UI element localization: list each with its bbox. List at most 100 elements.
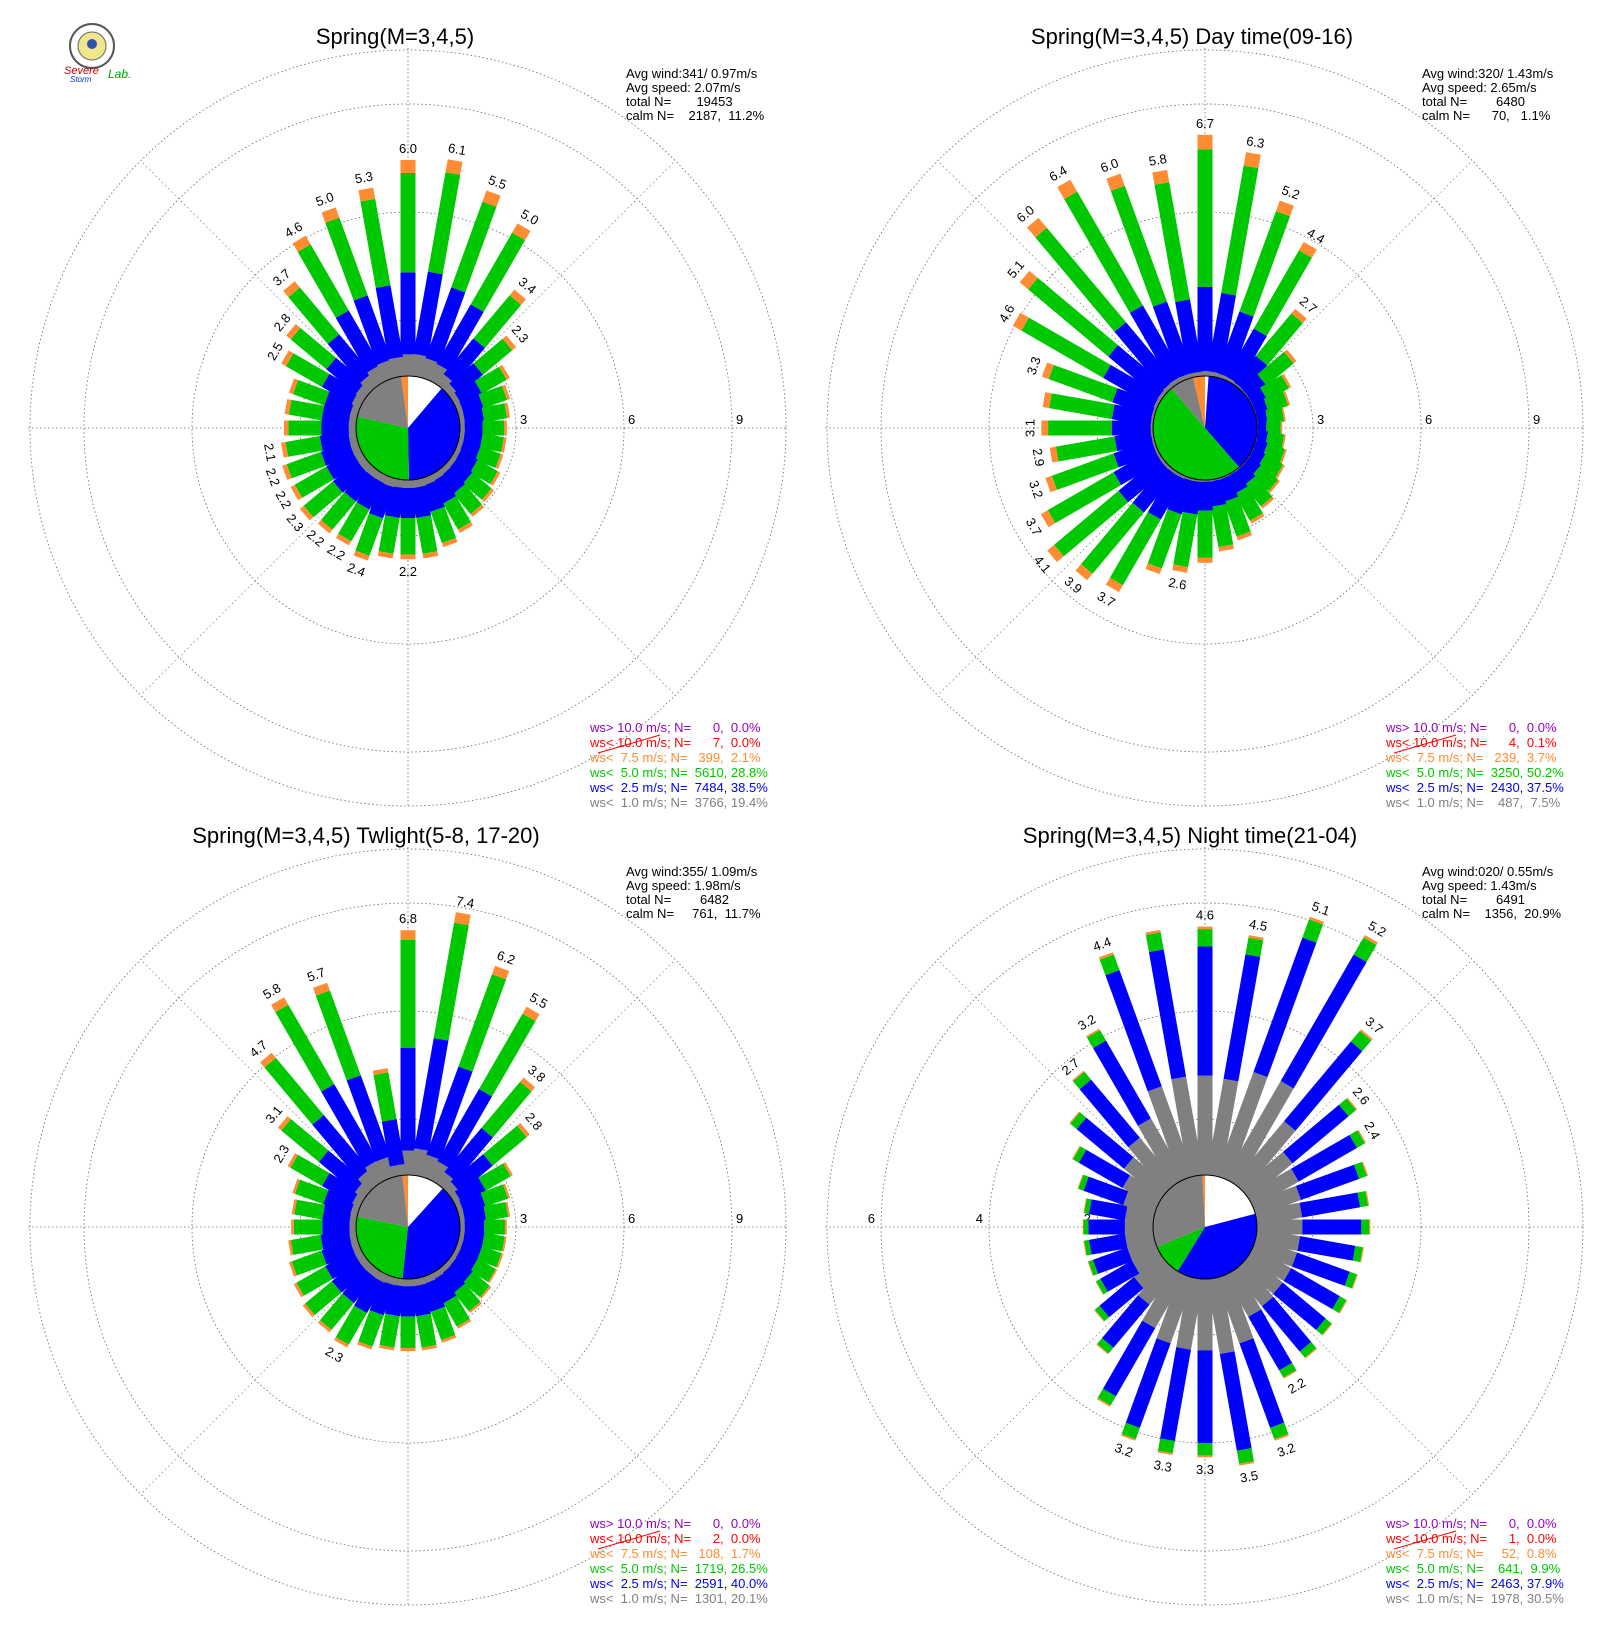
bar-segment-lt7_5 [1197, 557, 1213, 563]
bar-value-label: 6.1 [447, 140, 467, 158]
bar-segment-lt2_5 [454, 1177, 486, 1205]
bar-segment-lt5 [293, 1219, 323, 1235]
bar-segment-lt7_5 [1042, 392, 1052, 409]
bar-segment-lt7_5 [503, 1162, 513, 1177]
bar-segment-lt5 [1316, 1318, 1332, 1335]
bar-segment-lt2_5 [368, 482, 395, 519]
bar-segment-lt2_5 [321, 1172, 360, 1204]
bar-segment-lt5 [275, 1004, 335, 1092]
bar-segment-lt2_5 [325, 1250, 361, 1280]
bar-segment-lt2_5 [1197, 1350, 1213, 1443]
panel-title: Spring(M=3,4,5) [316, 24, 474, 49]
bar-dir-330 [271, 997, 389, 1186]
bar-value-label: 2.8 [271, 311, 294, 334]
bar-segment-lt7_5 [1281, 406, 1286, 422]
bar-dir-330 [1086, 1028, 1186, 1186]
bar-segment-lt2_5 [1125, 1338, 1171, 1428]
bar-value-label: 5.2 [1366, 918, 1389, 940]
bar-value-label: 3.3 [1024, 355, 1044, 377]
bar-value-label: 2.3 [270, 1142, 292, 1165]
bar-value-label: 3.8 [525, 1062, 548, 1085]
bar-value-label: 3.5 [1239, 1468, 1259, 1486]
bar-segment-lt7_5 [1096, 1343, 1109, 1355]
bar-segment-lt7_5 [1095, 1281, 1104, 1295]
bar-value-label: 2.3 [323, 1344, 346, 1366]
panel-title: Spring(M=3,4,5) Night time(21-04) [1023, 823, 1357, 848]
bar-segment-lt2_5 [439, 467, 465, 494]
bar-value-label: 6.3 [1245, 133, 1265, 151]
bar-value-label: 3.1 [262, 1103, 285, 1126]
bar-segment-lt2_5 [1226, 328, 1267, 384]
bar-dir-0 [1197, 134, 1213, 376]
stat-line: Avg speed: 1.98m/s [626, 878, 741, 893]
bar-segment-lt7_5 [488, 1268, 498, 1283]
bar-segment-lt2_5 [321, 373, 359, 404]
bar-segment-lt5 [1047, 472, 1122, 524]
bar-segment-lt7_5 [357, 1341, 373, 1350]
bar-value-label: 2.8 [522, 1110, 545, 1133]
bar-segment-lt5 [1243, 476, 1273, 507]
bar-dir-320 [1072, 1070, 1178, 1192]
bar-segment-lt7_5 [1283, 390, 1291, 406]
bar-segment-lt7_5 [277, 1116, 291, 1131]
bar-segment-lt2_5 [400, 1286, 416, 1317]
bar-value-label: 3.7 [1363, 1014, 1386, 1037]
bar-dir-300 [1012, 312, 1164, 409]
bar-segment-lt5 [1197, 1442, 1213, 1456]
bar-segment-lt2_5 [411, 485, 432, 518]
bar-dir-320 [260, 1052, 381, 1192]
bar-segment-lt2_5 [453, 450, 478, 473]
bar-segment-lt7_5 [312, 982, 330, 996]
bar-segment-lt2_5 [1197, 286, 1213, 372]
bar-segment-lt2_5 [346, 1075, 391, 1162]
bar-segment-lt7_5 [291, 1199, 297, 1215]
stat-line: Avg speed: 1.43m/s [1422, 878, 1537, 893]
bar-segment-lt2_5 [1079, 1079, 1140, 1148]
bar-segment-lt7_5 [1145, 563, 1162, 575]
bar-dir-260 [288, 1228, 359, 1256]
bar-segment-lt5 [481, 403, 508, 423]
bar-segment-lt7_5 [284, 420, 289, 436]
bar-segment-lt7_5 [1040, 510, 1056, 528]
ring-labels: 3 6 9 [1317, 412, 1540, 427]
bar-segment-lt2_5 [321, 1240, 355, 1265]
bar-segment-lt7_5 [1239, 1461, 1255, 1466]
bar-segment-lt5 [483, 1125, 527, 1166]
bar-segment-lt2_5 [439, 1266, 466, 1294]
bar-segment-lt7_5 [1045, 475, 1057, 493]
bar-segment-lt2_5 [400, 1047, 416, 1151]
bar-value-label: 6.0 [399, 141, 417, 156]
stat-line: Avg speed: 2.65m/s [1422, 80, 1537, 95]
bar-dir-230 [1094, 1254, 1170, 1322]
bar-segment-lt7_5 [1284, 349, 1297, 364]
bar-segment-lt2_5 [400, 487, 416, 519]
bar-segment-lt2_5 [1239, 1338, 1285, 1428]
bar-segment-lt5 [1197, 510, 1213, 558]
bar-segment-lt5 [335, 1305, 367, 1345]
bar-segment-lt5 [1354, 1161, 1367, 1179]
bar-value-label: 2.9 [1030, 447, 1048, 467]
bar-segment-lt1 [365, 1160, 389, 1186]
bar-segment-lt5 [1257, 351, 1294, 386]
legend-entry: ws> 10.0 m/s; N= 0, 0.0% [1385, 1516, 1557, 1531]
bar-dir-150 [1224, 469, 1265, 524]
bar-segment-lt2_5 [446, 1257, 473, 1284]
bar-segment-lt7_5 [509, 289, 526, 305]
bar-segment-lt7_5 [501, 437, 507, 453]
bar-segment-lt5 [400, 172, 416, 273]
bar-segment-lt5 [1270, 1422, 1289, 1440]
stat-line: total N= 19453 [626, 94, 733, 109]
calm-pie [1152, 375, 1258, 481]
bar-segment-lt2_5 [1219, 1351, 1252, 1451]
bar-segment-lt2_5 [1129, 305, 1184, 383]
bar-segment-lt7_5 [1096, 1397, 1111, 1407]
bar-segment-lt7_5 [282, 464, 292, 480]
bar-value-label: 2.2 [399, 564, 417, 579]
bar-segment-lt7_5 [517, 1123, 530, 1138]
bar-segment-lt1 [400, 1279, 416, 1287]
bar-segment-lt7_5 [1072, 1070, 1085, 1082]
bar-dir-270 [1041, 420, 1154, 436]
bar-segment-lt5 [1154, 182, 1190, 303]
bar-segment-lt5 [481, 1232, 505, 1252]
